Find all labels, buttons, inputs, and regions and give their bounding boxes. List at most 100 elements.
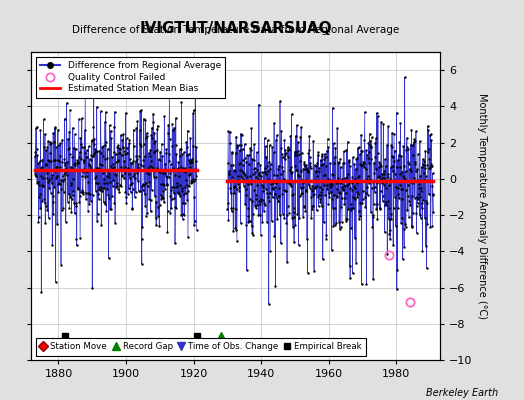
Point xyxy=(229,228,237,234)
Point xyxy=(341,175,349,181)
Point xyxy=(227,149,236,155)
Point xyxy=(146,197,155,204)
Point xyxy=(57,206,66,213)
Point xyxy=(121,170,129,176)
Point xyxy=(233,186,242,192)
Point xyxy=(83,168,92,175)
Point xyxy=(170,184,178,190)
Point xyxy=(87,151,95,158)
Point xyxy=(41,161,50,168)
Point xyxy=(142,179,150,186)
Point xyxy=(333,125,341,132)
Point xyxy=(171,141,180,148)
Point xyxy=(158,153,167,159)
Point xyxy=(232,133,241,140)
Point xyxy=(425,164,434,171)
Point xyxy=(260,200,268,206)
Point xyxy=(331,144,340,151)
Point xyxy=(42,146,50,153)
Point xyxy=(407,168,415,174)
Point xyxy=(156,148,164,155)
Point xyxy=(122,200,130,206)
Point xyxy=(67,164,75,170)
Point xyxy=(335,226,344,232)
Point xyxy=(323,181,331,188)
Point xyxy=(66,205,74,211)
Point xyxy=(75,193,84,200)
Point xyxy=(315,192,323,198)
Point xyxy=(93,217,101,224)
Point xyxy=(300,159,309,166)
Point xyxy=(298,149,306,156)
Point xyxy=(181,184,189,191)
Point xyxy=(56,153,64,159)
Point xyxy=(77,155,85,162)
Point xyxy=(89,152,97,159)
Point xyxy=(321,151,329,157)
Point xyxy=(86,198,95,204)
Point xyxy=(76,135,84,142)
Point xyxy=(397,186,405,193)
Point xyxy=(268,218,276,224)
Point xyxy=(326,160,334,166)
Point xyxy=(151,138,159,144)
Point xyxy=(324,189,333,196)
Point xyxy=(163,208,172,214)
Point xyxy=(80,159,88,166)
Point xyxy=(363,176,371,183)
Point xyxy=(383,142,391,148)
Point xyxy=(116,167,125,174)
Point xyxy=(34,179,42,186)
Point xyxy=(225,171,233,178)
Point xyxy=(323,147,331,154)
Point xyxy=(183,152,192,158)
Point xyxy=(46,141,54,148)
Point xyxy=(153,126,161,132)
Point xyxy=(63,168,72,174)
Point xyxy=(58,136,67,143)
Point xyxy=(180,168,189,175)
Point xyxy=(126,182,135,188)
Point xyxy=(71,162,79,168)
Point xyxy=(98,188,106,194)
Point xyxy=(165,83,173,89)
Point xyxy=(180,149,188,156)
Point xyxy=(353,194,362,200)
Point xyxy=(112,150,120,157)
Point xyxy=(392,178,400,184)
Point xyxy=(242,192,250,199)
Point xyxy=(237,130,245,137)
Point xyxy=(408,222,417,229)
Point xyxy=(305,132,313,139)
Point xyxy=(228,150,236,156)
Point xyxy=(82,173,91,179)
Point xyxy=(68,192,77,198)
Point xyxy=(49,139,58,146)
Point xyxy=(183,197,191,204)
Point xyxy=(138,261,146,267)
Point xyxy=(328,196,336,202)
Point xyxy=(152,222,160,228)
Point xyxy=(59,178,68,184)
Point xyxy=(239,169,248,176)
Point xyxy=(111,171,119,177)
Point xyxy=(275,162,283,169)
Point xyxy=(405,198,413,204)
Point xyxy=(37,289,46,295)
Point xyxy=(34,179,42,186)
Point xyxy=(106,206,114,212)
Point xyxy=(392,184,400,190)
Point xyxy=(141,202,149,209)
Point xyxy=(414,151,422,158)
Point xyxy=(235,188,244,194)
Point xyxy=(117,172,126,178)
Point xyxy=(166,192,174,199)
Point xyxy=(75,149,84,155)
Point xyxy=(371,154,379,160)
Point xyxy=(83,154,91,160)
Point xyxy=(390,158,398,164)
Point xyxy=(82,154,91,160)
Point xyxy=(345,180,353,186)
Point xyxy=(305,154,314,160)
Point xyxy=(83,147,91,154)
